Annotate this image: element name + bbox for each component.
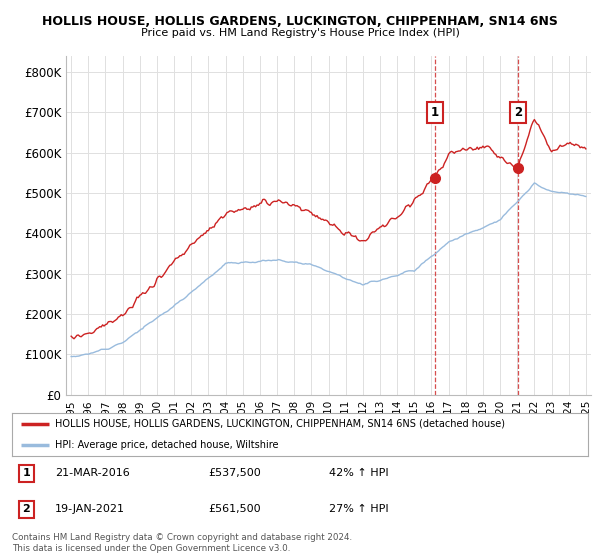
Text: 42% ↑ HPI: 42% ↑ HPI [329, 468, 388, 478]
Text: 1: 1 [431, 106, 439, 119]
Text: 21-MAR-2016: 21-MAR-2016 [55, 468, 130, 478]
Text: 19-JAN-2021: 19-JAN-2021 [55, 504, 125, 514]
Text: 27% ↑ HPI: 27% ↑ HPI [329, 504, 388, 514]
Text: 1: 1 [23, 468, 30, 478]
Text: 2: 2 [23, 504, 30, 514]
Text: 2: 2 [514, 106, 522, 119]
Text: £537,500: £537,500 [208, 468, 260, 478]
Text: HPI: Average price, detached house, Wiltshire: HPI: Average price, detached house, Wilt… [55, 441, 278, 450]
Text: Contains HM Land Registry data © Crown copyright and database right 2024.
This d: Contains HM Land Registry data © Crown c… [12, 533, 352, 553]
Text: HOLLIS HOUSE, HOLLIS GARDENS, LUCKINGTON, CHIPPENHAM, SN14 6NS: HOLLIS HOUSE, HOLLIS GARDENS, LUCKINGTON… [42, 15, 558, 27]
Text: £561,500: £561,500 [208, 504, 260, 514]
Text: Price paid vs. HM Land Registry's House Price Index (HPI): Price paid vs. HM Land Registry's House … [140, 28, 460, 38]
Text: HOLLIS HOUSE, HOLLIS GARDENS, LUCKINGTON, CHIPPENHAM, SN14 6NS (detached house): HOLLIS HOUSE, HOLLIS GARDENS, LUCKINGTON… [55, 419, 505, 428]
